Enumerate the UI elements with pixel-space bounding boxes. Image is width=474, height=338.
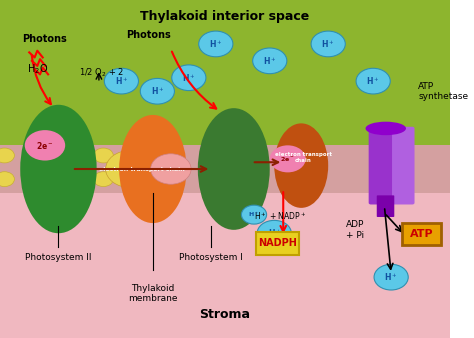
Text: NADPH: NADPH: [258, 238, 297, 248]
FancyBboxPatch shape: [377, 195, 394, 217]
Circle shape: [106, 150, 155, 188]
Circle shape: [270, 145, 306, 172]
Text: ADP
+ Pi: ADP + Pi: [346, 220, 365, 240]
Text: 2e$^-$: 2e$^-$: [281, 155, 295, 163]
Text: electron transport chain: electron transport chain: [99, 167, 184, 171]
Text: Stroma: Stroma: [199, 308, 250, 321]
Text: H$^+$: H$^+$: [263, 55, 276, 67]
Text: H$^+$: H$^+$: [267, 227, 281, 239]
Text: Photosystem II: Photosystem II: [25, 254, 91, 263]
Text: ATP: ATP: [410, 229, 433, 239]
FancyBboxPatch shape: [256, 232, 299, 255]
Circle shape: [292, 148, 311, 163]
Circle shape: [104, 68, 138, 94]
FancyBboxPatch shape: [0, 0, 450, 162]
Text: Thylakoid interior space: Thylakoid interior space: [140, 10, 310, 23]
Text: Photons: Photons: [22, 34, 67, 44]
Circle shape: [172, 65, 206, 91]
Ellipse shape: [20, 105, 97, 233]
Text: H$^+$: H$^+$: [182, 72, 196, 83]
FancyBboxPatch shape: [392, 127, 415, 204]
Circle shape: [241, 205, 266, 224]
FancyBboxPatch shape: [369, 127, 393, 204]
FancyBboxPatch shape: [402, 223, 441, 245]
Circle shape: [253, 48, 287, 74]
Text: H$^+$: H$^+$: [115, 75, 128, 87]
Circle shape: [257, 220, 292, 246]
Text: 2e$^-$: 2e$^-$: [36, 140, 54, 151]
Text: 1/2 O$_2$ + 2: 1/2 O$_2$ + 2: [79, 67, 124, 79]
Circle shape: [0, 148, 14, 163]
Text: H$_2$O: H$_2$O: [27, 63, 48, 76]
Text: Photons: Photons: [126, 30, 171, 41]
Circle shape: [0, 172, 14, 187]
Circle shape: [25, 130, 65, 161]
Text: H$^+$: H$^+$: [209, 38, 222, 50]
Text: ATP
synthetase: ATP synthetase: [418, 81, 468, 101]
Text: H$^+$: H$^+$: [366, 75, 380, 87]
Text: H$^+$: H$^+$: [321, 38, 335, 50]
Ellipse shape: [198, 108, 270, 230]
Ellipse shape: [274, 123, 328, 208]
Text: H$^+$: H$^+$: [248, 210, 260, 219]
Circle shape: [311, 31, 345, 57]
Text: H$^+$: H$^+$: [151, 86, 164, 97]
FancyBboxPatch shape: [0, 162, 450, 338]
Circle shape: [292, 172, 311, 187]
Circle shape: [199, 31, 233, 57]
FancyBboxPatch shape: [0, 145, 450, 193]
Circle shape: [93, 148, 113, 163]
Circle shape: [140, 78, 174, 104]
Text: electron transport
chain: electron transport chain: [275, 152, 332, 163]
Circle shape: [356, 68, 390, 94]
Circle shape: [374, 264, 408, 290]
Circle shape: [93, 172, 113, 187]
Circle shape: [151, 154, 191, 184]
Text: H$^+$ + NADP$^+$: H$^+$ + NADP$^+$: [254, 211, 306, 222]
Text: H$^+$: H$^+$: [384, 271, 398, 283]
Text: Thylakoid
membrane: Thylakoid membrane: [128, 284, 178, 303]
Ellipse shape: [365, 122, 406, 135]
Ellipse shape: [119, 115, 187, 223]
Text: Photosystem I: Photosystem I: [179, 254, 243, 263]
